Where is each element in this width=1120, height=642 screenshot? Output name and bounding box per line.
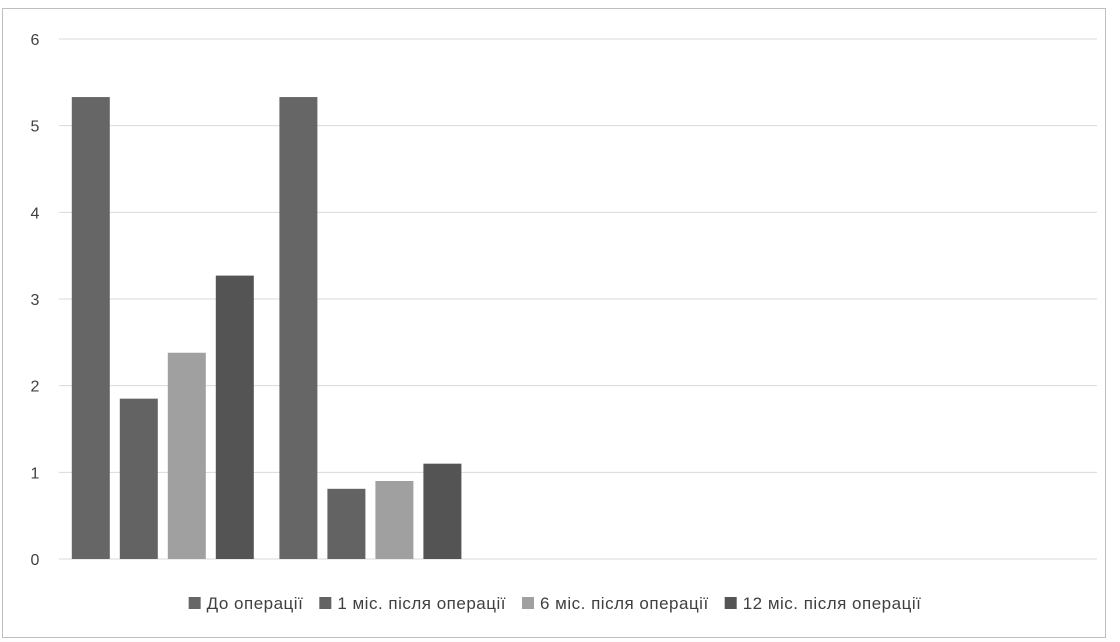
bar-group2-series3: [375, 481, 414, 559]
legend-swatch-3: [522, 597, 535, 609]
legend-swatch-4: [724, 597, 737, 609]
bar-group2-series4: [423, 463, 462, 559]
legend: До операції 1 міс. після операції 6 міс. п…: [188, 594, 922, 613]
y-tick-label-0: 0: [31, 552, 40, 569]
legend-label-3: 6 міс. після операції: [540, 594, 709, 613]
y-tick-label-3: 3: [31, 292, 40, 309]
legend-label-4: 12 міс. після операції: [743, 594, 922, 613]
y-tick-label-1: 1: [31, 465, 40, 482]
legend-label-2: 1 міс. після операції: [337, 594, 506, 613]
bar-group2-series2: [327, 488, 366, 559]
bar-group1-series4: [215, 275, 254, 559]
chart-frame: 0 1 2 3 4 5 6 До операції 1 міс. після операції…: [2, 8, 1106, 638]
bar-group2-series1: [279, 97, 318, 560]
y-tick-label-4: 4: [31, 205, 40, 222]
y-tick-label-5: 5: [31, 119, 40, 136]
y-tick-label-6: 6: [31, 32, 40, 49]
bars: [71, 97, 462, 560]
bar-group1-series1: [71, 97, 110, 560]
y-axis-tick-labels: 0 1 2 3 4 5 6: [31, 32, 40, 569]
bar-chart: 0 1 2 3 4 5 6 До операції 1 міс. після операції…: [31, 32, 1097, 613]
bar-group1-series2: [119, 398, 158, 559]
gridlines: [59, 38, 1097, 560]
bar-group1-series3: [167, 352, 206, 559]
legend-swatch-1: [188, 597, 201, 609]
legend-label-1: До операції: [207, 594, 304, 613]
legend-swatch-2: [319, 597, 332, 609]
y-tick-label-2: 2: [31, 379, 40, 396]
